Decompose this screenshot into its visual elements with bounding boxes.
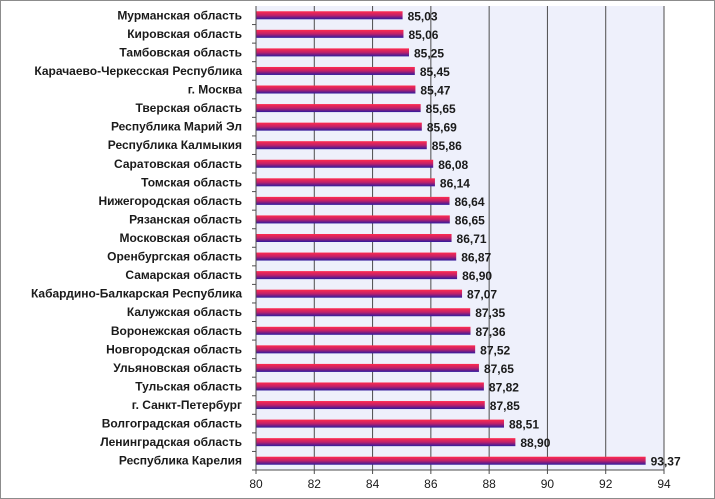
category-label: Калужская область [127,305,242,319]
data-label: 86,90 [462,269,492,283]
bar [256,48,409,57]
data-label: 88,51 [509,418,539,432]
category-label: Оренбургская область [107,250,242,264]
data-label: 85,69 [427,121,457,135]
category-label: Кировская область [127,27,242,41]
bar [256,29,404,38]
data-label: 85,47 [420,84,450,98]
category-label: Карачаево-Черкесская Республика [34,64,242,78]
bar [256,363,479,372]
bar [256,122,422,131]
category-label: Самарская область [125,268,242,282]
bar [256,326,471,335]
category-label: Тверская область [136,101,242,115]
category-label: Томская область [141,175,242,189]
data-label: 87,36 [475,325,505,339]
bar [256,104,421,113]
x-tick-label: 94 [657,477,671,491]
bar [256,234,452,242]
bar [256,141,427,150]
data-label: 85,65 [426,102,456,116]
bar [256,11,403,20]
bar [256,308,471,317]
x-tick-label: 90 [541,477,555,491]
bar [256,419,505,428]
bar [256,159,434,168]
bar [256,401,485,410]
category-label: Воронежская область [111,324,242,338]
data-label: 87,52 [480,343,510,357]
bar [256,66,415,75]
data-label: 85,06 [408,28,438,42]
category-label: Кабардино-Балкарская Республика [31,287,242,301]
bar [256,271,458,280]
bar [256,438,516,447]
data-label: 87,65 [484,362,514,376]
data-label: 87,35 [475,306,505,320]
category-label: Волгоградская область [102,417,242,431]
x-tick-label: 88 [482,477,496,491]
category-label: Рязанская область [129,212,242,226]
category-label: Московская область [120,231,242,245]
data-label: 86,64 [455,195,485,209]
category-labels: Мурманская область Кировская область Тамбо… [31,8,242,467]
bar [256,85,416,94]
x-axis-ticks: 80 82 84 86 88 90 92 94 [249,470,671,491]
data-label: 85,86 [432,139,462,153]
category-label: Республика Калмыкия [108,138,242,152]
data-label: 85,45 [420,65,450,79]
x-tick-label: 84 [366,477,380,491]
data-label: 85,25 [414,46,444,60]
bar [256,289,463,298]
category-label: г. Москва [188,83,243,97]
category-label: г. Санкт-Петербург [132,398,242,412]
bar [256,382,484,391]
category-label: Республика Карелия [119,454,242,468]
data-label: 87,85 [490,399,520,413]
data-label: 86,08 [438,158,468,172]
category-label: Нижегородская область [98,194,242,208]
data-label: 87,07 [467,288,497,302]
category-label: Ленинградская область [100,435,242,449]
x-tick-label: 82 [308,477,322,491]
bar [256,456,646,465]
bar [256,252,457,261]
data-label: 93,37 [651,455,681,469]
category-label: Новгородская область [106,342,242,356]
data-label: 88,90 [520,436,550,450]
data-label: 85,03 [408,9,438,23]
data-label: 86,14 [440,176,470,190]
value-labels: 85,03 85,06 85,25 85,45 85,47 85,65 85,69 85,86… [408,9,681,468]
data-label: 86,87 [461,251,491,265]
category-label: Тульская область [135,379,242,393]
data-label: 86,71 [457,232,487,246]
bar [256,345,476,354]
x-tick-label: 92 [599,477,613,491]
data-label: 87,82 [489,380,519,394]
category-label: Ульяновская область [113,361,242,375]
bar [256,196,450,205]
bar [256,178,435,187]
category-label: Саратовская область [114,157,242,171]
data-label: 86,65 [455,213,485,227]
x-tick-label: 86 [424,477,438,491]
category-label: Мурманская область [117,8,242,22]
bars [252,11,646,471]
category-label: Тамбовская область [119,45,242,59]
x-tick-label: 80 [249,477,263,491]
category-label: Республика Марий Эл [111,120,242,134]
bar [256,215,450,224]
